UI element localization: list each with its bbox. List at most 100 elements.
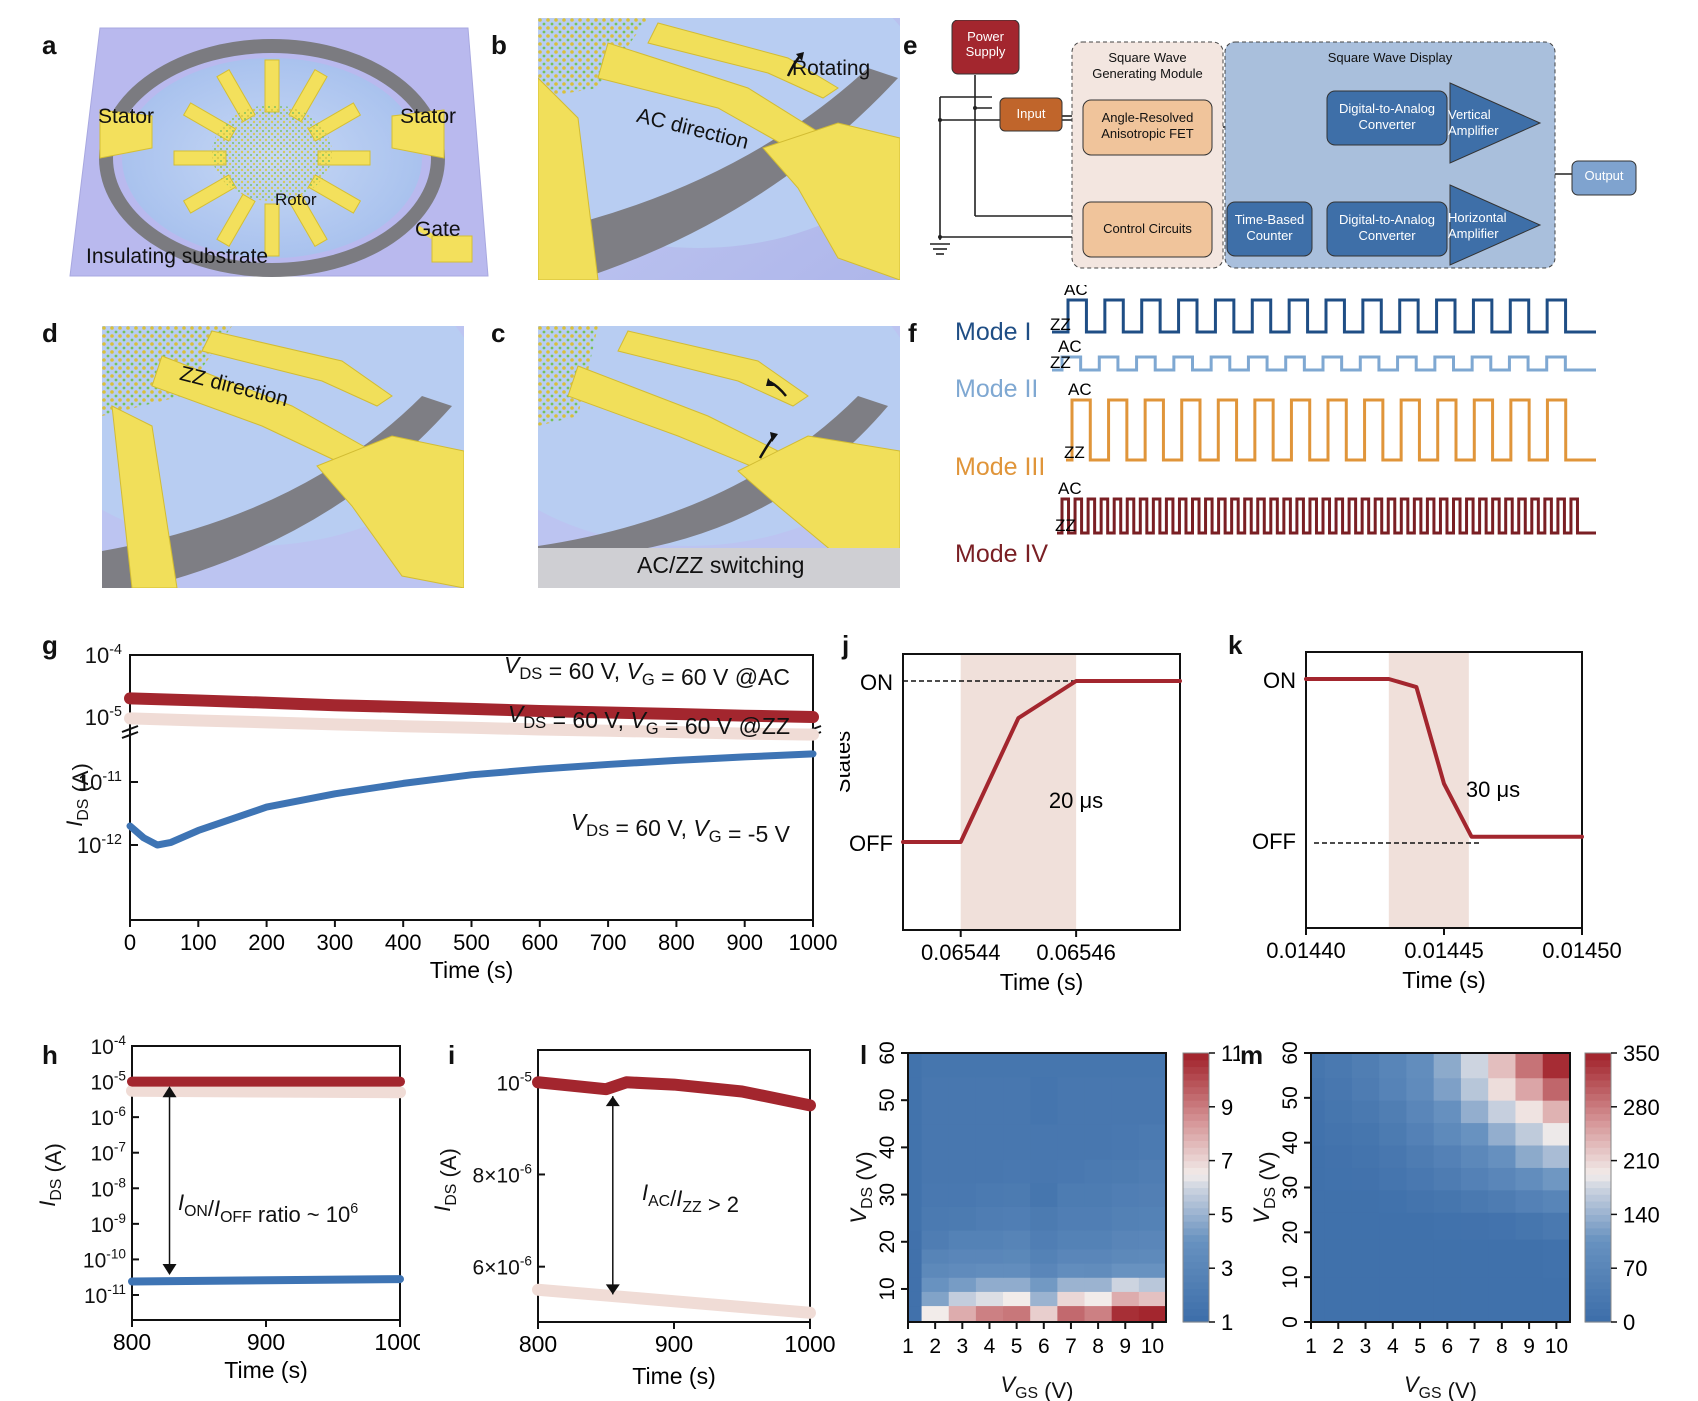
mode-4-ac-label: AC <box>1058 479 1082 498</box>
x-tick-label: 3 <box>956 1335 968 1358</box>
heatmap-cell <box>948 1159 977 1184</box>
heatmap-cell <box>1433 1239 1462 1278</box>
heatmap-cell <box>1003 1076 1031 1125</box>
y-tick-label-on: ON <box>1263 668 1296 693</box>
stator-left-label: Stator <box>98 105 155 128</box>
heatmap-cell <box>1515 1239 1544 1278</box>
colorbar-segment <box>1585 1248 1611 1256</box>
heatmap-cell <box>1379 1212 1408 1240</box>
chart-h: 800 900 1000 10-4 10-5 10-6 10-7 10-8 10-9 10-10 1… <box>35 1033 420 1383</box>
x-tick-label: 600 <box>521 930 558 955</box>
input-label: Input <box>1016 106 1046 121</box>
heatmap-cell <box>1057 1182 1086 1207</box>
heatmap-cell <box>921 1076 950 1125</box>
heatmap-cell <box>1111 1053 1140 1078</box>
x-tick-label: 200 <box>248 930 285 955</box>
heatmap-cell <box>1488 1239 1517 1278</box>
input-block <box>999 97 1063 132</box>
colorbar-segment <box>1585 1147 1611 1155</box>
panel-letter-f: f <box>908 318 917 348</box>
heatmap-cell <box>1057 1248 1086 1264</box>
annotation-on-off-ratio: ION/IOFF ratio ~ 106 <box>178 1190 358 1227</box>
heatmap-cell <box>1138 1053 1167 1078</box>
heatmap-cell <box>1433 1212 1462 1240</box>
heatmap-cell <box>1460 1100 1489 1124</box>
colorbar-tick-label: 280 <box>1623 1095 1660 1120</box>
colorbar-segment <box>1585 1167 1611 1175</box>
heatmap-cell <box>1003 1305 1031 1323</box>
colorbar-segment <box>1183 1288 1209 1296</box>
colorbar-tick-label: 7 <box>1221 1149 1233 1174</box>
heatmap-cell <box>1138 1182 1167 1207</box>
horizontal-amplifier-label: Horizontal Amplifier <box>1448 210 1507 241</box>
heatmap-cell <box>908 1277 923 1292</box>
mode-4-zz-label: ZZ <box>1055 516 1076 535</box>
stator-right-pad <box>391 109 445 159</box>
colorbar-segment <box>1183 1174 1209 1182</box>
heatmap-cell <box>1084 1076 1113 1125</box>
colorbar-segment <box>1585 1194 1611 1202</box>
heatmap-cell <box>948 1291 977 1307</box>
y-tick-label-on: ON <box>860 670 893 695</box>
heatmap-cell <box>1433 1122 1462 1146</box>
y-tick-label: 10-8 <box>91 1175 127 1201</box>
heatmap-cell <box>1433 1167 1462 1191</box>
heatmap-cell <box>1138 1159 1167 1184</box>
state-transition-line <box>1304 677 1584 839</box>
heatmap-cell <box>975 1053 1004 1078</box>
y-tick-label: 10-10 <box>83 1246 126 1272</box>
chart-g: 0 100 200 300 400 500 600 700 800 900 1000 10-4 10-5… <box>62 642 837 983</box>
ratio-arrowhead-up <box>162 1086 177 1098</box>
heatmap-cell <box>1488 1167 1517 1191</box>
heatmap-cell <box>1324 1144 1353 1168</box>
panel-letter-m: m <box>1240 1040 1264 1070</box>
colorbar-segment <box>1585 1180 1611 1189</box>
shaded-transition-region <box>1388 652 1469 928</box>
rotating-label: Rotating <box>792 57 871 80</box>
heatmap-cell <box>975 1076 1004 1125</box>
colorbar-segment <box>1585 1053 1611 1061</box>
mode-1-label: Mode I <box>955 318 1032 346</box>
heatmap-cell <box>1324 1277 1353 1323</box>
y-tick-label-off: OFF <box>1252 829 1296 854</box>
heatmap-cell <box>1030 1206 1058 1231</box>
heatmap-cell <box>921 1305 950 1323</box>
heatmap-cell <box>1030 1305 1058 1323</box>
power-supply-block <box>951 20 1020 75</box>
x-tick-label: 9 <box>1523 1335 1535 1358</box>
colorbar-tick-label: 1 <box>1221 1310 1233 1335</box>
heatmap-cell <box>975 1182 1004 1207</box>
colorbar-segment <box>1585 1221 1611 1229</box>
x-tick-label: 700 <box>590 930 627 955</box>
heatmap-cell <box>1311 1239 1326 1278</box>
colorbar-segment <box>1585 1174 1611 1182</box>
y-tick-label: 10-5 <box>91 1069 127 1095</box>
heatmap-cell <box>1460 1239 1489 1278</box>
x-tick-label: 10 <box>1141 1335 1164 1358</box>
colorbar-tick-label: 5 <box>1221 1202 1233 1227</box>
axis-break-mark <box>121 725 139 733</box>
colorbar-segment <box>1183 1281 1209 1289</box>
colorbar-segment <box>1183 1113 1209 1121</box>
series-ac <box>532 1076 816 1112</box>
heatmap-cell <box>908 1123 923 1160</box>
gate-pad <box>431 235 473 263</box>
heatmap-cell <box>1406 1189 1435 1213</box>
x-tick-label: 800 <box>519 1331 557 1357</box>
y-tick-label: 10 <box>876 1277 899 1300</box>
heatmap-cell <box>1406 1077 1435 1101</box>
heatmap-cell <box>1406 1100 1435 1124</box>
heatmap-cell <box>948 1053 977 1078</box>
colorbar-tick-label: 70 <box>1623 1256 1647 1281</box>
mode-4-label: Mode IV <box>955 540 1049 568</box>
heatmap-cell <box>1057 1229 1086 1250</box>
heatmap-cell <box>1057 1206 1086 1231</box>
annotation-ac: VDS = 60 V, VG = 60 V @AC <box>504 652 790 690</box>
horizontal-amplifier <box>1449 184 1542 266</box>
colorbar-segment <box>1585 1059 1611 1068</box>
heatmap-cell <box>1515 1122 1544 1146</box>
y-tick-label: 10 <box>1279 1265 1302 1288</box>
x-tick-label: 0.01450 <box>1542 938 1622 963</box>
ratio-arrowhead-up <box>605 1096 620 1107</box>
heatmap-cell <box>1488 1100 1517 1124</box>
